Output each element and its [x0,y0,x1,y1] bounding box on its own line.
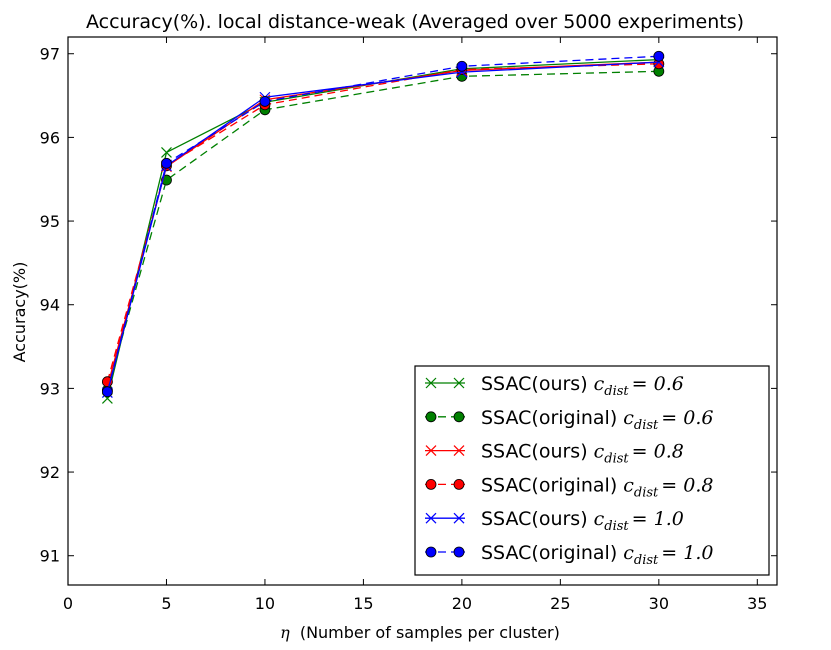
legend-math-var: c [594,373,605,395]
legend-math-sub: dist [634,418,659,433]
legend-math-val: = 0.6 [632,373,684,395]
data-point [161,157,172,169]
legend-marker [453,411,465,423]
x-axis-text: (Number of samples per cluster) [300,623,560,642]
x-axis-label: η (Number of samples per cluster) [280,623,560,642]
x-tick-label: 30 [649,594,669,613]
y-tick-label: 97 [40,45,60,64]
legend-name: SSAC(ours) [481,373,588,395]
y-tick-label: 91 [40,547,60,566]
legend-math-val: = 1.0 [632,508,684,530]
legend-marker [425,445,437,457]
x-tick-label: 0 [63,594,73,613]
legend-label: SSAC(ours) cdist = 0.8 [481,441,684,467]
legend-label: SSAC(original) cdist = 0.6 [481,407,713,433]
legend-entry: SSAC(ours) cdist = 0.6 [425,373,684,399]
legend-math-sub: dist [604,384,629,399]
data-point [101,386,113,398]
x-axis-symbol: η [280,623,290,642]
legend-marker [453,546,465,558]
legend-math-val: = 0.8 [632,441,684,463]
x-tick-label: 15 [353,594,373,613]
legend-marker [425,411,437,423]
legend-marker [425,478,437,490]
data-point [259,96,271,107]
legend-marker [453,512,465,524]
legend-math-var: c [623,474,634,496]
legend-math-var: c [623,542,634,564]
legend-label: SSAC(ours) cdist = 0.6 [481,373,684,399]
legend-label: SSAC(original) cdist = 1.0 [481,542,713,568]
legend-math-sub: dist [604,452,629,467]
data-point [161,147,172,158]
legend-marker [453,445,465,457]
legend-entry: SSAC(ours) cdist = 1.0 [425,508,684,534]
legend-math-var: c [594,441,605,463]
data-point [456,60,468,72]
legend-entry: SSAC(ours) cdist = 0.8 [425,441,684,467]
legend-entry: SSAC(original) cdist = 0.6 [425,407,713,433]
legend-marker [425,512,437,524]
legend-math-sub: dist [634,485,659,500]
legend-math-var: c [594,508,605,530]
y-axis-label: Accuracy(%) [10,262,29,363]
legend-entry: SSAC(original) cdist = 0.8 [425,474,713,500]
x-tick-label: 10 [255,594,275,613]
legend-marker [453,377,465,389]
x-tick-label: 35 [747,594,767,613]
legend-math-sub: dist [634,553,659,568]
legend-name: SSAC(original) [481,542,617,564]
svg-text:η (Number of samples per: η (Number of samples per cluster) [280,623,560,642]
y-tick-label: 92 [40,463,60,482]
legend-name: SSAC(original) [481,407,617,429]
legend-name: SSAC(original) [481,474,617,496]
y-tick-label: 95 [40,212,60,231]
legend-label: SSAC(original) cdist = 0.8 [481,474,713,500]
y-tick-label: 94 [40,296,60,315]
data-point [653,50,665,62]
series-layer [101,50,665,404]
x-tick-label: 20 [452,594,472,613]
legend-math-sub: dist [604,519,629,534]
legend-math-val: = 0.6 [661,407,713,429]
axes: 0 5 10 15 20 25 30 35 91 92 93 94 95 96 97 [40,37,777,613]
x-tick-label: 5 [161,594,171,613]
legend-marker [425,377,437,389]
legend-marker [453,478,465,490]
y-tick-label: 93 [40,379,60,398]
legend-marker [425,546,437,558]
legend-math-var: c [623,407,634,429]
legend-math-val: = 1.0 [661,542,713,564]
legend-label: SSAC(ours) cdist = 1.0 [481,508,684,534]
series-5 [101,50,665,398]
legend-name: SSAC(ours) [481,508,588,530]
x-tick-label: 25 [550,594,570,613]
y-tick-label: 96 [40,128,60,147]
legend-name: SSAC(ours) [481,441,588,463]
legend-box [414,365,770,576]
legend-math-val: = 0.8 [661,474,713,496]
legend-entry: SSAC(original) cdist = 1.0 [425,542,713,568]
chart-title: Accuracy(%). local distance-weak (Averag… [86,11,744,33]
